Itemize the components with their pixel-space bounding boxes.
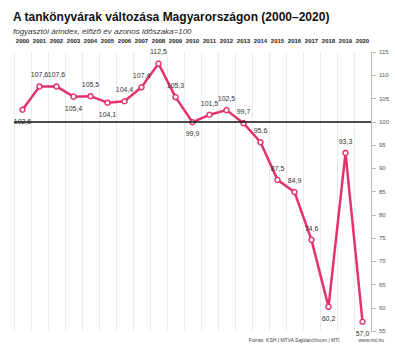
svg-text:102,5: 102,5: [218, 95, 236, 102]
svg-text:105,4: 105,4: [65, 105, 83, 112]
svg-text:2011: 2011: [203, 38, 217, 44]
svg-text:104,1: 104,1: [99, 111, 117, 118]
svg-text:2019: 2019: [339, 38, 353, 44]
svg-text:85: 85: [379, 189, 386, 195]
svg-text:100: 100: [379, 119, 390, 125]
svg-text:101,5: 101,5: [201, 100, 219, 107]
svg-text:104,4: 104,4: [116, 86, 134, 93]
svg-text:105,3: 105,3: [167, 82, 185, 89]
svg-text:2010: 2010: [186, 38, 200, 44]
svg-text:fogyasztói árindex, előző év a: fogyasztói árindex, előző év azonos idős…: [13, 27, 192, 36]
svg-text:60,2: 60,2: [322, 315, 336, 322]
svg-text:95: 95: [379, 142, 386, 148]
svg-text:2016: 2016: [288, 38, 302, 44]
svg-text:93,3: 93,3: [339, 138, 353, 145]
svg-text:www.mti.hu: www.mti.hu: [358, 337, 384, 343]
svg-text:2001: 2001: [33, 38, 47, 44]
svg-text:90: 90: [379, 165, 386, 171]
svg-text:2008: 2008: [152, 38, 166, 44]
svg-text:2007: 2007: [135, 38, 149, 44]
svg-text:57,0: 57,0: [355, 330, 370, 337]
svg-text:2005: 2005: [101, 38, 115, 44]
svg-text:2003: 2003: [67, 38, 81, 44]
svg-text:55: 55: [379, 328, 386, 334]
svg-text:99,9: 99,9: [186, 130, 200, 137]
svg-text:2004: 2004: [84, 38, 98, 44]
svg-text:2015: 2015: [271, 38, 285, 44]
svg-text:115: 115: [379, 49, 389, 55]
svg-text:107,6: 107,6: [31, 71, 49, 78]
svg-text:2018: 2018: [322, 38, 336, 44]
svg-text:2017: 2017: [305, 38, 319, 44]
svg-text:2009: 2009: [169, 38, 183, 44]
svg-text:2002: 2002: [50, 38, 64, 44]
svg-text:65: 65: [379, 282, 386, 288]
svg-text:2000: 2000: [16, 38, 30, 44]
svg-text:107,6: 107,6: [48, 71, 66, 78]
svg-text:107,4: 107,4: [133, 72, 151, 79]
svg-text:2014: 2014: [254, 38, 268, 44]
svg-text:110: 110: [379, 72, 389, 78]
svg-text:2020: 2020: [356, 38, 370, 44]
svg-text:102,6: 102,6: [13, 117, 32, 125]
svg-text:112,5: 112,5: [150, 48, 167, 55]
svg-text:70: 70: [379, 258, 386, 264]
svg-text:84,9: 84,9: [288, 177, 302, 184]
svg-text:105: 105: [379, 96, 390, 102]
svg-text:87,5: 87,5: [271, 165, 285, 172]
svg-text:95,6: 95,6: [254, 127, 268, 134]
svg-text:75: 75: [379, 235, 386, 241]
svg-text:2013: 2013: [237, 38, 251, 44]
svg-text:2006: 2006: [118, 38, 132, 44]
svg-text:Forrás: KSH | MTVA Sajtóarchív: Forrás: KSH | MTVA Sajtóarchívum | MTI: [249, 337, 340, 343]
svg-text:2012: 2012: [220, 38, 234, 44]
svg-text:A tankönyvárak változása Magya: A tankönyvárak változása Magyarországon …: [13, 10, 329, 24]
svg-text:60: 60: [379, 305, 386, 311]
svg-text:80: 80: [379, 212, 386, 218]
svg-text:105,5: 105,5: [82, 81, 100, 88]
svg-text:74,6: 74,6: [305, 225, 319, 232]
svg-text:99,7: 99,7: [237, 108, 251, 115]
